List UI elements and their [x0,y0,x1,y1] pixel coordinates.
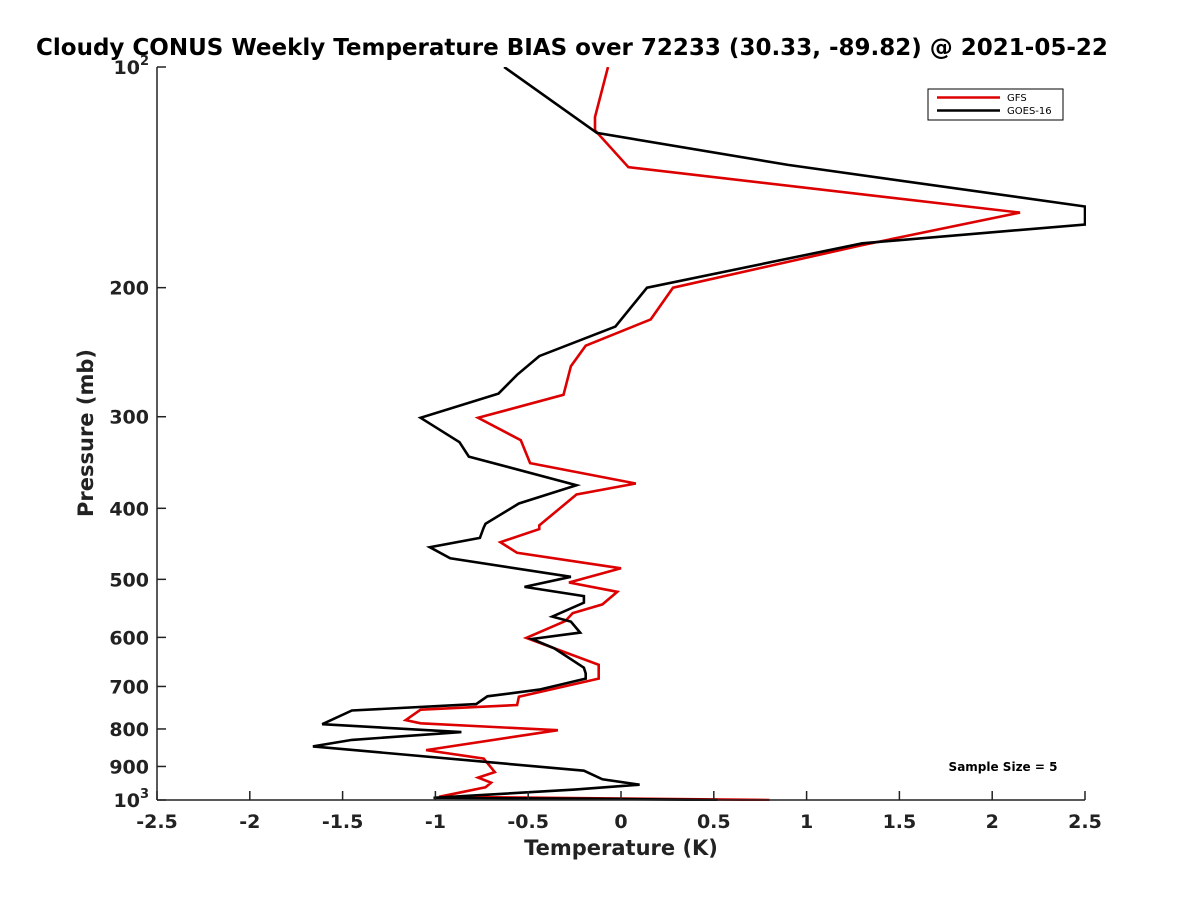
y-axis-label: Pressure (mb) [74,349,98,517]
y-tick-label: 400 [109,498,149,520]
x-tick-label: -1 [425,811,446,833]
x-tick-label: -2 [239,811,260,833]
legend: GFS GOES-16 [927,88,1064,121]
sample-size-note: Sample Size = 5 [949,760,1058,774]
y-tick-label: 800 [109,719,149,741]
x-tick-label: 2 [986,811,999,833]
y-tick-label: 103 [114,787,150,812]
legend-label-gfs: GFS [1007,93,1027,104]
y-tick-label: 500 [109,569,149,591]
y-axis-ticks: 102 200 300 400 500 600 700 800 900 103 [109,54,166,812]
x-tick-label: 0 [614,811,627,833]
series-layer [312,67,1086,801]
series-line-gfs [402,67,1021,801]
x-tick-label: -0.5 [507,811,549,833]
x-axis-ticks: -2.5 -2 -1.5 -1 -0.5 0 0.5 1 1.5 2 2.5 [136,791,1102,833]
x-tick-label: -1.5 [322,811,364,833]
y-tick-label: 900 [109,756,149,778]
legend-label-goes16: GOES-16 [1007,106,1052,117]
series-line-goes16 [312,67,1086,801]
chart-title: Cloudy CONUS Weekly Temperature BIAS ove… [36,35,1108,61]
x-tick-label: 2.5 [1068,811,1102,833]
y-tick-label: 700 [109,676,149,698]
x-tick-label: -2.5 [136,811,178,833]
x-axis-label: Temperature (K) [524,836,718,860]
y-tick-label: 600 [109,627,149,649]
legend-box [927,88,1064,121]
y-tick-label: 300 [109,407,149,429]
y-tick-label: 102 [114,54,150,79]
x-tick-label: 0.5 [697,811,731,833]
plot-area [157,67,1085,800]
x-tick-label: 1 [800,811,813,833]
x-tick-label: 1.5 [883,811,917,833]
y-tick-label: 200 [109,278,149,300]
